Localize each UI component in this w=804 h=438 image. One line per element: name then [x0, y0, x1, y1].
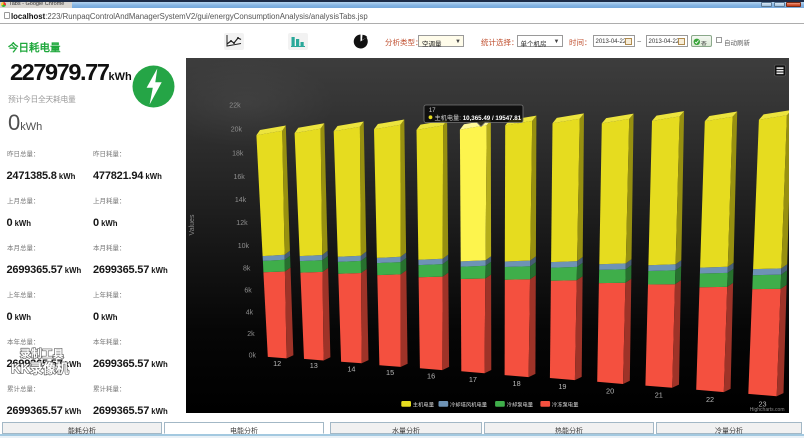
svg-text:22: 22 — [706, 395, 714, 404]
svg-text:Values: Values — [189, 214, 196, 235]
svg-text:4k: 4k — [246, 309, 254, 316]
svg-text:23: 23 — [758, 399, 766, 408]
svg-text:17: 17 — [469, 375, 477, 384]
svg-text:21: 21 — [655, 390, 663, 399]
svg-text:20k: 20k — [231, 126, 243, 133]
svg-text:主机电量: 10,365.49 / 19547.81: 主机电量: 10,365.49 / 19547.81 — [435, 114, 522, 122]
svg-text:18: 18 — [513, 379, 521, 388]
svg-text:2k: 2k — [247, 331, 255, 338]
svg-text:20: 20 — [606, 386, 614, 395]
svg-text:10k: 10k — [238, 243, 250, 250]
svg-text:12: 12 — [273, 359, 281, 368]
svg-text:6k: 6k — [244, 288, 252, 295]
svg-text:冷却塔风机电量: 冷却塔风机电量 — [450, 400, 488, 408]
svg-text:22k: 22k — [229, 102, 241, 109]
svg-text:冷却泵电量: 冷却泵电量 — [507, 400, 534, 408]
svg-text:19: 19 — [558, 382, 566, 391]
svg-text:12k: 12k — [236, 220, 248, 227]
svg-text:15: 15 — [386, 368, 394, 377]
svg-text:主机电量: 主机电量 — [413, 400, 435, 408]
svg-text:18k: 18k — [232, 150, 244, 157]
svg-text:13: 13 — [310, 361, 318, 370]
svg-text:16k: 16k — [234, 174, 246, 181]
svg-text:14: 14 — [347, 364, 355, 373]
svg-text:16: 16 — [427, 372, 435, 381]
svg-text:8k: 8k — [243, 265, 251, 272]
svg-text:14k: 14k — [235, 197, 247, 204]
svg-text:0k: 0k — [249, 352, 257, 359]
svg-text:17: 17 — [429, 107, 436, 114]
svg-text:Highcharts.com: Highcharts.com — [750, 407, 785, 413]
svg-text:冷冻泵电量: 冷冻泵电量 — [552, 400, 579, 408]
